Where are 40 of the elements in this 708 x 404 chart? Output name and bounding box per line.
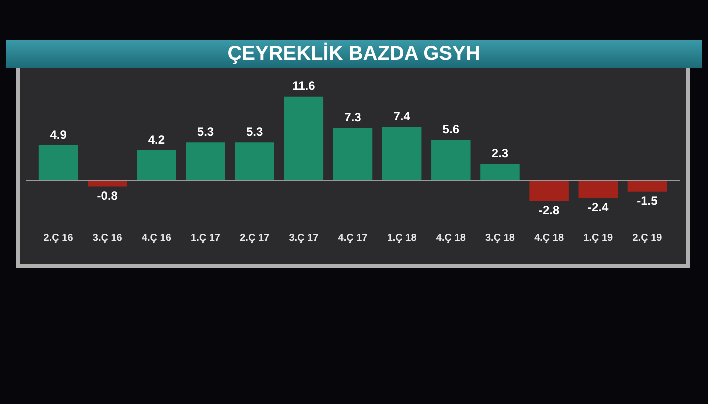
bar [382,127,422,181]
bar [186,142,226,181]
x-tick-label: 2.Ç 19 [632,232,663,244]
bar [578,181,618,198]
bar [432,140,471,181]
x-tick-label: 3.Ç 16 [92,232,123,244]
bar [38,145,78,181]
data-label: -2.4 [588,200,610,215]
bar [333,128,373,181]
bar [284,96,324,181]
data-label: -0.8 [97,189,118,204]
x-tick-label: 2.Ç 17 [240,232,270,244]
chart-title: ÇEYREKLİK BAZDA GSYH [6,40,702,68]
x-tick-label: 4.Ç 16 [142,232,172,244]
bar [235,142,274,181]
x-tick-label: 3.Ç 17 [289,232,320,244]
data-label: 5.3 [197,124,214,139]
data-label: 5.3 [246,124,264,139]
bar [137,150,176,181]
bar [530,181,569,202]
x-tick-label: 4.Ç 18 [436,232,466,244]
x-tick-label: 1.Ç 18 [387,232,418,244]
x-tick-label: 4.Ç 17 [338,232,368,244]
data-label: 5.6 [442,122,460,137]
x-tick-label: 3.Ç 18 [485,232,516,244]
data-label: -1.5 [637,194,658,208]
x-tick-label: 4.Ç 18 [534,232,564,244]
data-label: 4.9 [50,128,68,142]
data-label: 11.6 [292,79,316,94]
bar [628,181,668,192]
data-label: 4.2 [148,132,166,147]
x-tick-label: 2.Ç 16 [44,232,74,244]
data-label: -2.8 [538,204,560,218]
bar [480,164,520,181]
data-label: 7.4 [394,110,411,124]
bar [88,181,128,187]
data-label: 7.3 [344,110,362,124]
data-label: 2.3 [492,146,509,161]
x-tick-label: 1.Ç 17 [191,232,221,244]
x-tick-label: 1.Ç 19 [584,232,614,244]
